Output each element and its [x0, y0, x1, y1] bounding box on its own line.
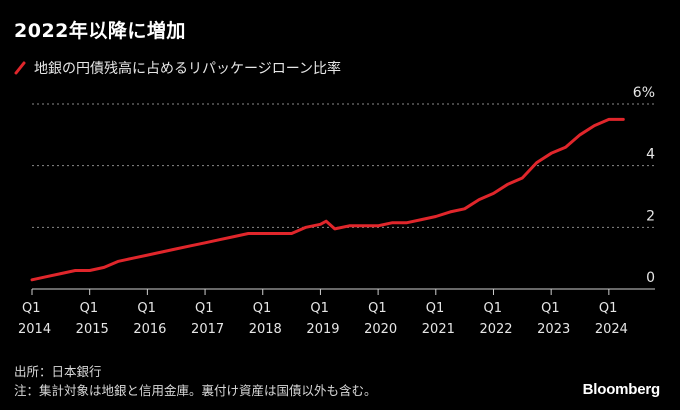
x-tick-label-year: 2024: [595, 322, 628, 337]
x-tick-label-year: 2019: [306, 322, 339, 337]
x-tick-label-year: 2015: [76, 322, 109, 337]
x-tick-label-quarter: Q1: [80, 301, 99, 316]
y-tick-label: 6%: [633, 85, 655, 101]
x-tick-label-quarter: Q1: [195, 301, 214, 316]
footnote: 注：集計対象は地銀と信用金庫。裏付け資産は国債以外も含む。: [14, 383, 377, 398]
x-tick-label-year: 2020: [364, 322, 397, 337]
y-tick-labels: 0 2 4 6%: [633, 85, 655, 286]
source-note: 出所：日本銀行: [14, 364, 102, 379]
x-tick-label-quarter: Q1: [541, 301, 560, 316]
x-tick-label-quarter: Q1: [137, 301, 156, 316]
footer: 出所：日本銀行 注：集計対象は地銀と信用金庫。裏付け資産は国債以外も含む。: [14, 362, 377, 400]
x-tick-label-quarter: Q1: [483, 301, 502, 316]
x-tick-label-quarter: Q1: [599, 301, 618, 316]
x-tick-label-year: 2018: [249, 322, 282, 337]
x-tick-label-quarter: Q1: [310, 301, 329, 316]
x-tick-labels: Q1 2014 Q1 2015 Q1 2016 Q1 2017 Q1 2018 Q1 2019 Q1 20…: [18, 289, 628, 337]
legend: 地銀の円債残高に占めるリパッケージローン比率: [14, 58, 341, 78]
brand-logo: Bloomberg: [582, 381, 661, 398]
legend-label: 地銀の円債残高に占めるリパッケージローン比率: [34, 61, 342, 77]
x-tick-label-year: 2023: [537, 322, 570, 337]
y-tick-label: 2: [646, 208, 655, 224]
x-tick-label-year: 2022: [479, 322, 512, 337]
x-tick-label-quarter: Q1: [253, 301, 272, 316]
chart-title: 2022年以降に増加: [14, 20, 186, 42]
x-tick-label-quarter: Q1: [22, 301, 41, 316]
legend-swatch-icon: [14, 61, 26, 75]
x-tick-label-quarter: Q1: [368, 301, 387, 316]
x-tick-label-year: 2021: [422, 322, 455, 337]
series-line: [30, 117, 625, 282]
x-tick-label-year: 2016: [133, 322, 166, 337]
x-tick-label-year: 2017: [191, 322, 224, 337]
y-tick-label: 4: [646, 147, 655, 163]
y-tick-label: 0: [646, 270, 655, 286]
x-tick-label-year: 2014: [18, 322, 51, 337]
x-tick-label-quarter: Q1: [426, 301, 445, 316]
